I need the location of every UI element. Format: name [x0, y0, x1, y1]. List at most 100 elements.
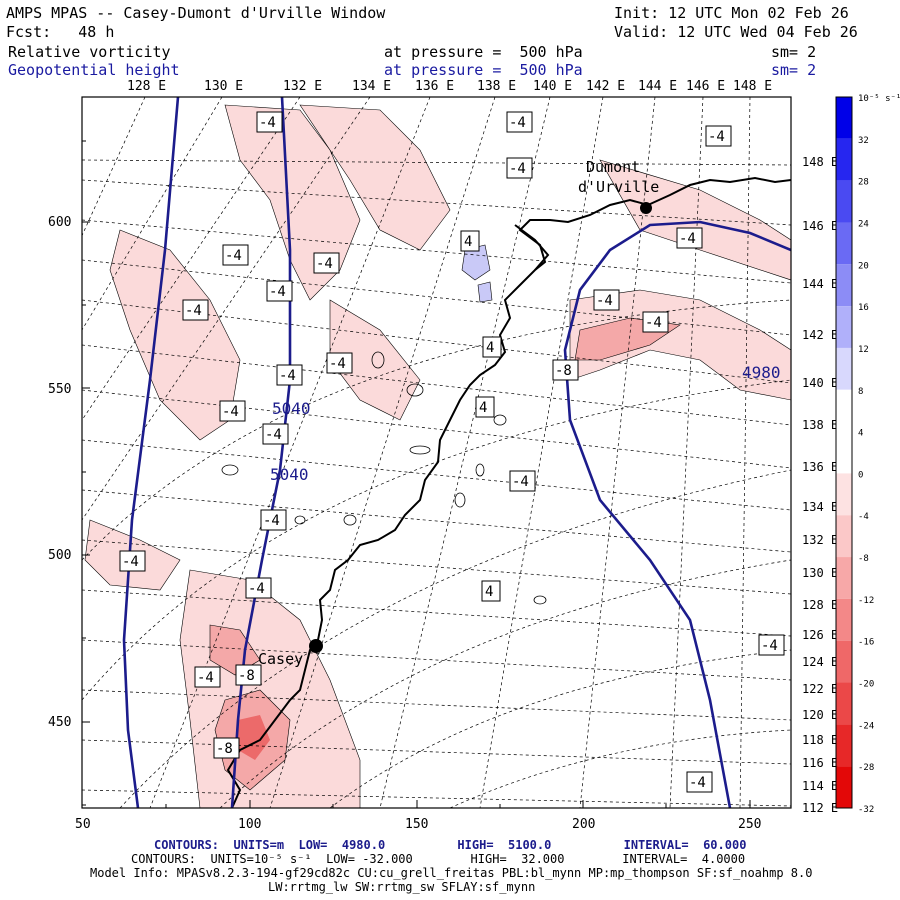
colorbar-swatch	[836, 222, 852, 265]
vort-label: -4	[679, 231, 696, 247]
right-lon-label: 128 E	[802, 598, 838, 612]
model-info-physics: LW:rrtmg_lw SW:rrtmg_sw SFLAY:sf_mynn	[268, 880, 536, 894]
right-lon-label: 116 E	[802, 756, 838, 770]
height-contour-info: CONTOURS: UNITS=m LOW= 4980.0 HIGH= 5100…	[154, 838, 747, 852]
colorbar-tick-label: -4	[858, 512, 869, 522]
right-lon-label: 122 E	[802, 682, 838, 696]
vort-label: 4	[486, 340, 494, 356]
map-frame	[81, 96, 792, 809]
casey-label: Casey	[258, 650, 303, 668]
colorbar-tick-label: 16	[858, 303, 869, 313]
top-lon-label: 136 E	[415, 79, 455, 94]
height-label-5040: 5040	[272, 399, 311, 418]
colorbar-swatch	[836, 264, 852, 307]
right-lon-label: 146 E	[802, 219, 838, 233]
colorbar: 32 28 24 20 16 12 8 4 0 -4 -8 -12 -16 -20 -24 -28 -32	[835, 96, 874, 815]
y-axis-label: 600	[48, 215, 71, 230]
right-lon-label: 124 E	[802, 655, 838, 669]
vort-label: 4	[464, 234, 472, 250]
latitude-grid	[82, 299, 791, 808]
colorbar-swatch	[836, 724, 852, 767]
longitude-grid	[82, 97, 791, 808]
vort-label: -4	[509, 115, 526, 131]
right-lon-label: 142 E	[802, 328, 838, 342]
right-lon-label: 112 E	[802, 801, 838, 815]
colorbar-tick-label: 24	[858, 219, 869, 229]
vort-label: -4	[225, 248, 242, 264]
vorticity-label-boxes: -4 -4 -4 -4 4 -4 -4 -4 -4 -4 -4 -4 4	[119, 111, 785, 793]
top-lon-label: 142 E	[586, 79, 626, 94]
colorbar-swatch	[836, 557, 852, 599]
vort-label: -4	[122, 554, 139, 570]
colorbar-tick-label: -20	[858, 680, 874, 690]
height-label-4980: 4980	[742, 363, 781, 382]
y-axis-label: 500	[48, 548, 71, 563]
strongest-negative-vorticity	[238, 715, 270, 760]
right-lon-label: 130 E	[802, 566, 838, 580]
y-axis-label: 550	[48, 382, 71, 397]
colorbar-unit: 10⁻⁵ s⁻¹	[858, 94, 900, 104]
vort-label: -4	[263, 513, 280, 529]
vort-label: -8	[238, 668, 255, 684]
colorbar-swatch	[836, 515, 852, 558]
positive-vorticity-shading	[461, 244, 493, 303]
dumont-durville-marker	[640, 202, 652, 214]
model-info: Model Info: MPASv8.2.3-194-gf29cd82c CU:…	[90, 866, 813, 880]
colorbar-swatch	[836, 682, 852, 725]
vort-label: -4	[197, 670, 214, 686]
colorbar-swatch	[836, 97, 852, 139]
colorbar-tick-label: -12	[858, 596, 874, 606]
durville-label: d'Urville	[578, 178, 659, 196]
top-lon-label: 148 E	[733, 79, 773, 94]
vort-label: -4	[509, 161, 526, 177]
top-lon-label: 128 E	[127, 79, 167, 94]
vort-label: -4	[645, 315, 662, 331]
top-lon-label: 130 E	[204, 79, 244, 94]
vort-label: -4	[512, 474, 529, 490]
colorbar-tick-label: -32	[858, 805, 874, 815]
vort-label: -4	[596, 293, 613, 309]
vort-label: -4	[279, 368, 296, 384]
colorbar-swatch	[836, 389, 852, 432]
field2-name: Geopotential height	[8, 61, 180, 79]
vort-label: -4	[185, 303, 202, 319]
init-time: Init: 12 UTC Mon 02 Feb 26	[614, 4, 849, 22]
x-axis-label: 150	[405, 817, 428, 832]
field1-level: at pressure = 500 hPa	[384, 43, 583, 61]
colorbar-tick-label: 20	[858, 261, 869, 271]
right-lon-label: 136 E	[802, 460, 838, 474]
dumont-label: Dumont	[586, 158, 640, 176]
field2-smoothing: sm= 2	[771, 61, 817, 79]
top-lon-label: 144 E	[638, 79, 678, 94]
right-lon-label: 134 E	[802, 500, 838, 514]
colorbar-tick-label: -16	[858, 638, 874, 648]
vort-label: -4	[708, 129, 725, 145]
vort-label: -8	[555, 363, 572, 379]
colorbar-tick-label: -28	[858, 763, 874, 773]
colorbar-swatch	[836, 640, 852, 683]
vort-label: 4	[485, 584, 493, 600]
top-lon-label: 138 E	[477, 79, 517, 94]
colorbar-tick-label: -8	[858, 554, 869, 564]
vort-label: 4	[479, 400, 487, 416]
top-lon-label: 134 E	[352, 79, 392, 94]
colorbar-swatch	[836, 766, 852, 808]
field1-smoothing: sm= 2	[771, 43, 817, 61]
colorbar-tick-label: -24	[858, 721, 874, 731]
forecast-hour: Fcst: 48 h	[6, 23, 115, 41]
vort-label: -4	[265, 427, 282, 443]
colorbar-swatch	[836, 138, 852, 181]
casey-marker	[309, 639, 323, 653]
height-label-5040: 5040	[270, 465, 309, 484]
coastline	[226, 176, 791, 808]
field1-name: Relative vorticity	[8, 43, 171, 61]
colorbar-swatch	[836, 431, 852, 474]
right-lon-label: 126 E	[802, 628, 838, 642]
vort-label: -4	[259, 115, 276, 131]
vort-label: -4	[316, 256, 333, 272]
colorbar-tick-label: 28	[858, 178, 869, 188]
vort-label: -4	[269, 284, 286, 300]
colorbar-swatch	[836, 180, 852, 223]
x-axis-label: 250	[738, 817, 761, 832]
right-lon-label: 148 E	[802, 155, 838, 169]
